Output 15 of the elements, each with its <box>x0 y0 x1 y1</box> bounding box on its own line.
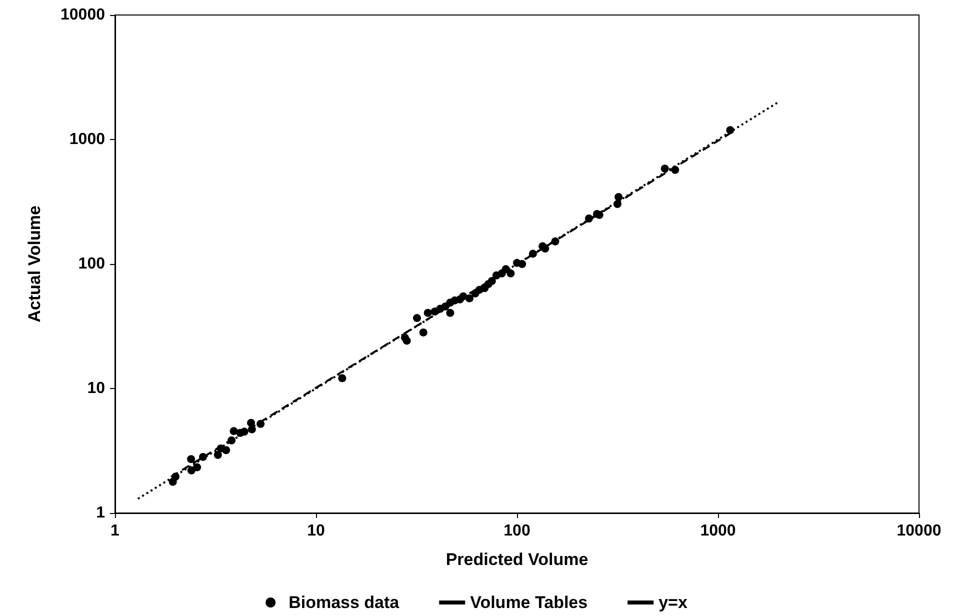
legend-label: Biomass data <box>288 593 400 612</box>
y-axis-title: Actual Volume <box>25 206 44 322</box>
legend-label: y=x <box>658 593 688 612</box>
x-tick-label: 10000 <box>896 522 942 540</box>
x-tick-label: 100 <box>504 522 530 540</box>
x-tick-label: 10 <box>307 522 325 540</box>
y-tick-label: 1 <box>96 504 106 522</box>
x-tick-label: 1000 <box>700 522 736 540</box>
x-tick-label: 1 <box>110 522 120 540</box>
x-axis-title: Predicted Volume <box>446 550 588 569</box>
y-tick-label: 10000 <box>60 6 106 24</box>
y-tick-label: 10 <box>87 380 106 397</box>
y-tick-label: 100 <box>78 256 106 272</box>
y-tick-label: 1000 <box>69 131 106 148</box>
legend-label: Volume Tables <box>470 593 588 612</box>
